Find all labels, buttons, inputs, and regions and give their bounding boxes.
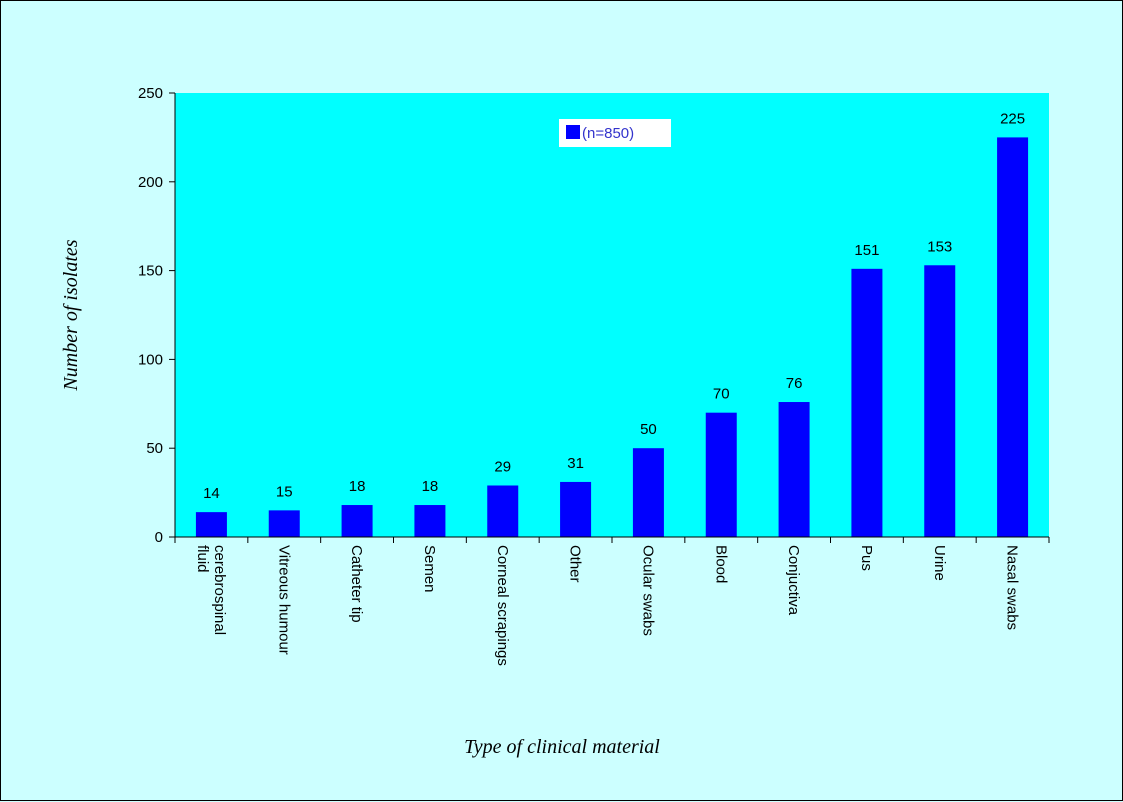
- y-ticks-group: 0 50 100 150 200 250: [138, 85, 175, 546]
- x-category-line: Semen: [421, 545, 438, 593]
- data-label: 15: [276, 483, 293, 500]
- bar: [560, 481, 592, 537]
- bar: [268, 510, 300, 537]
- x-category-line: Vitreous humour: [275, 545, 292, 655]
- bar: [924, 265, 956, 537]
- bar: [341, 505, 373, 537]
- data-label: 18: [349, 478, 366, 495]
- x-category-label: Blood: [712, 545, 729, 583]
- x-category-label: Semen: [421, 545, 438, 593]
- y-tick-label: 0: [155, 529, 163, 546]
- x-category-line: Blood: [712, 545, 729, 583]
- y-tick-label: 100: [138, 351, 163, 368]
- y-tick-label: 50: [146, 440, 163, 457]
- data-label: 225: [1000, 110, 1025, 127]
- x-category-label: Ocular swabs: [639, 545, 656, 636]
- x-category-line: cerebrospinal: [211, 545, 228, 635]
- x-category-label: Corneal scrapings: [494, 545, 511, 666]
- x-category-line: Urine: [931, 545, 948, 581]
- bar: [195, 512, 227, 537]
- y-tick-label: 200: [138, 174, 163, 191]
- x-axis-title: Type of clinical material: [464, 736, 660, 758]
- data-label: 29: [494, 458, 511, 475]
- x-category-line: Corneal scrapings: [494, 545, 511, 666]
- x-category-label: Pus: [858, 545, 875, 571]
- plot-area: [175, 93, 1049, 537]
- x-category-label: Other: [567, 545, 584, 583]
- bars-group: [195, 137, 1029, 537]
- x-category-label: Conjuctiva: [785, 545, 802, 616]
- y-axis-title: Number of isolates: [60, 239, 82, 391]
- x-category-line: Other: [567, 545, 584, 583]
- data-label: 31: [567, 455, 584, 472]
- x-category-line: fluid: [194, 545, 211, 573]
- data-label: 50: [640, 421, 657, 438]
- bar: [851, 268, 883, 537]
- x-category-line: Ocular swabs: [639, 545, 656, 636]
- y-tick-label: 250: [138, 85, 163, 102]
- data-label: 153: [927, 238, 952, 255]
- x-category-line: Catheter tip: [348, 545, 365, 623]
- y-tick-label: 150: [138, 263, 163, 280]
- bar: [487, 485, 519, 537]
- data-label: 70: [713, 386, 730, 403]
- bar: [705, 412, 737, 537]
- legend: (n=850): [559, 119, 671, 147]
- bar: [997, 137, 1029, 537]
- bar: [632, 448, 664, 537]
- data-label: 76: [786, 375, 803, 392]
- x-category-line: Pus: [858, 545, 875, 571]
- x-category-label: Nasal swabs: [1004, 545, 1021, 630]
- data-label: 18: [422, 478, 439, 495]
- legend-swatch: [566, 125, 580, 139]
- data-label: 151: [854, 242, 879, 259]
- x-category-label: Urine: [931, 545, 948, 581]
- data-label: 14: [203, 485, 220, 502]
- x-category-label: Vitreous humour: [275, 545, 292, 655]
- x-category-line: Nasal swabs: [1004, 545, 1021, 630]
- x-category-line: Conjuctiva: [785, 545, 802, 616]
- bar: [778, 402, 810, 537]
- data-labels-group: 14 15 18 18 29 31 50 70 76 151 153 225: [203, 110, 1025, 502]
- legend-label: (n=850): [582, 125, 634, 142]
- bar: [414, 505, 446, 537]
- x-category-label: Catheter tip: [348, 545, 365, 623]
